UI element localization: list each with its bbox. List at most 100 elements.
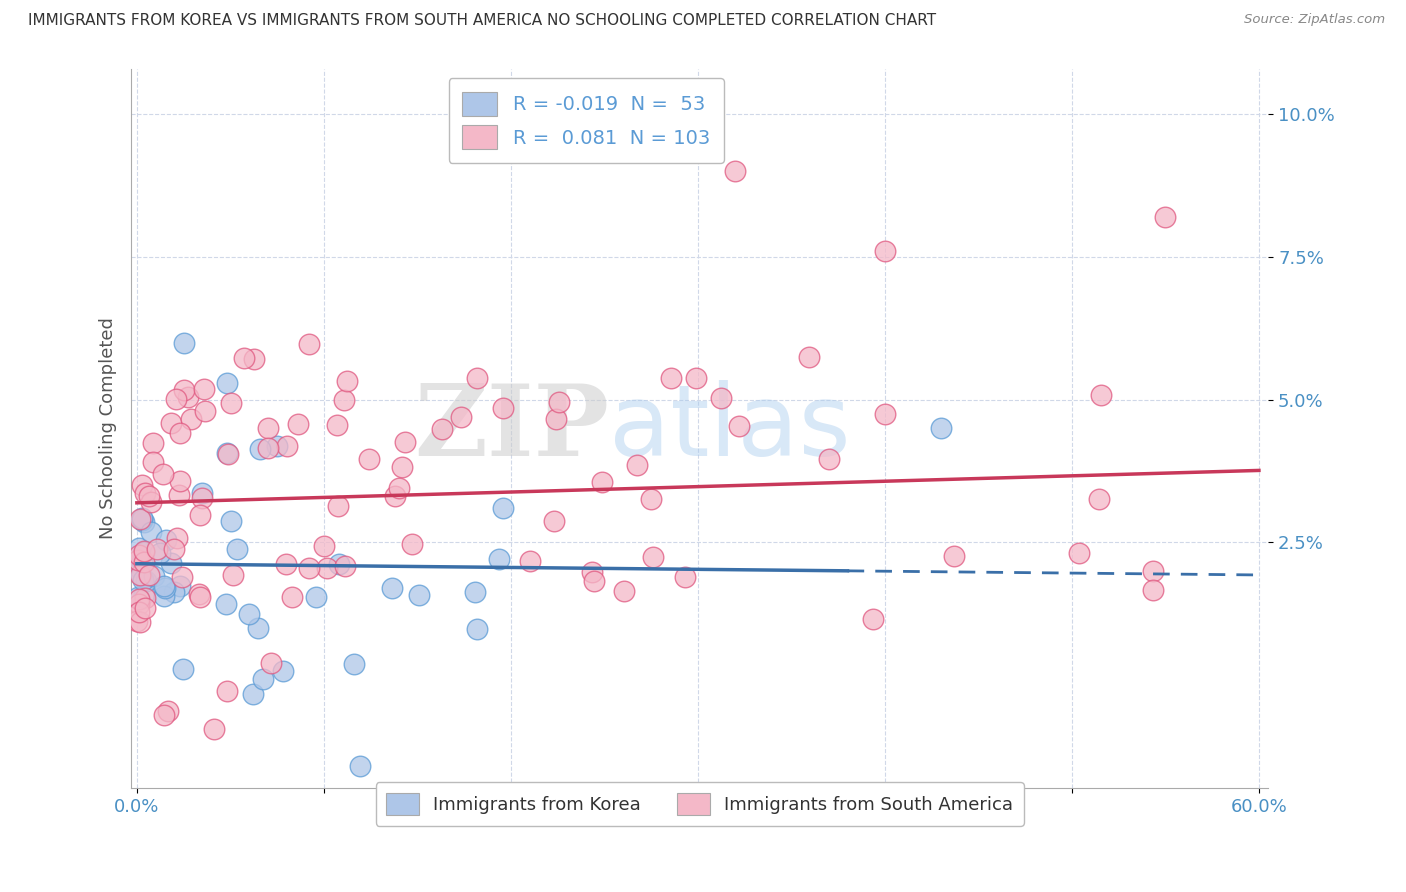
Point <box>177 390 200 404</box>
Point <box>135 574 157 589</box>
Point <box>243 351 266 366</box>
Point <box>127 615 149 629</box>
Point <box>266 439 288 453</box>
Point <box>222 567 245 582</box>
Point <box>131 554 153 568</box>
Point <box>583 574 606 589</box>
Point <box>219 396 242 410</box>
Point <box>336 374 359 388</box>
Point <box>381 581 404 595</box>
Point <box>465 371 488 385</box>
Point <box>193 382 215 396</box>
Text: ZIP: ZIP <box>413 380 609 476</box>
Point <box>138 568 160 582</box>
Point <box>274 557 297 571</box>
Point <box>685 371 707 385</box>
Point <box>724 164 747 178</box>
Point <box>287 417 309 431</box>
Point <box>333 393 356 408</box>
Point <box>818 452 841 467</box>
Point <box>710 391 733 405</box>
Point <box>153 581 176 595</box>
Point <box>326 418 349 433</box>
Point <box>298 560 321 574</box>
Point <box>408 588 430 602</box>
Point <box>232 351 254 365</box>
Point <box>312 539 335 553</box>
Point <box>249 442 271 457</box>
Point <box>257 441 280 455</box>
Point <box>728 418 751 433</box>
Point <box>613 584 636 599</box>
Point <box>134 600 156 615</box>
Point <box>153 579 176 593</box>
Point <box>862 612 884 626</box>
Point <box>226 541 249 556</box>
Point <box>128 606 150 620</box>
Point <box>591 475 613 490</box>
Point <box>149 546 172 560</box>
Point <box>659 371 682 385</box>
Point <box>127 553 149 567</box>
Point <box>169 579 191 593</box>
Point <box>132 515 155 529</box>
Point <box>142 569 165 583</box>
Point <box>276 439 298 453</box>
Point <box>128 512 150 526</box>
Point <box>166 531 188 545</box>
Point <box>217 683 239 698</box>
Point <box>131 511 153 525</box>
Point <box>1090 388 1112 402</box>
Point <box>492 501 515 516</box>
Point <box>401 537 423 551</box>
Point <box>138 489 160 503</box>
Point <box>191 491 214 505</box>
Point <box>215 376 238 390</box>
Point <box>141 525 163 540</box>
Point <box>1142 582 1164 597</box>
Text: IMMIGRANTS FROM KOREA VS IMMIGRANTS FROM SOUTH AMERICA NO SCHOOLING COMPLETED CO: IMMIGRANTS FROM KOREA VS IMMIGRANTS FROM… <box>28 13 936 29</box>
Point <box>1069 546 1091 560</box>
Point <box>238 607 260 622</box>
Point <box>343 657 366 671</box>
Point <box>359 452 381 467</box>
Point <box>173 383 195 397</box>
Point <box>544 412 567 426</box>
Point <box>640 492 662 507</box>
Point <box>170 570 193 584</box>
Point <box>298 337 321 351</box>
Point <box>943 549 966 563</box>
Point <box>134 591 156 605</box>
Point <box>929 421 952 435</box>
Point <box>132 573 155 587</box>
Point <box>128 541 150 555</box>
Point <box>167 487 190 501</box>
Point <box>492 401 515 415</box>
Point <box>1088 491 1111 506</box>
Point <box>163 542 186 557</box>
Point <box>142 455 165 469</box>
Point <box>219 515 242 529</box>
Point <box>252 673 274 687</box>
Point <box>134 544 156 558</box>
Point <box>391 459 413 474</box>
Point <box>464 584 486 599</box>
Point <box>217 445 239 459</box>
Point <box>281 590 304 604</box>
Point <box>172 662 194 676</box>
Point <box>155 533 177 548</box>
Point <box>873 408 896 422</box>
Point <box>643 550 665 565</box>
Point <box>134 486 156 500</box>
Point <box>335 559 357 574</box>
Point <box>217 447 239 461</box>
Legend: Immigrants from Korea, Immigrants from South America: Immigrants from Korea, Immigrants from S… <box>375 782 1024 826</box>
Point <box>169 426 191 441</box>
Point <box>315 561 337 575</box>
Point <box>388 481 411 495</box>
Point <box>328 557 350 571</box>
Point <box>187 587 209 601</box>
Point <box>194 404 217 418</box>
Point <box>260 657 283 671</box>
Point <box>519 554 541 568</box>
